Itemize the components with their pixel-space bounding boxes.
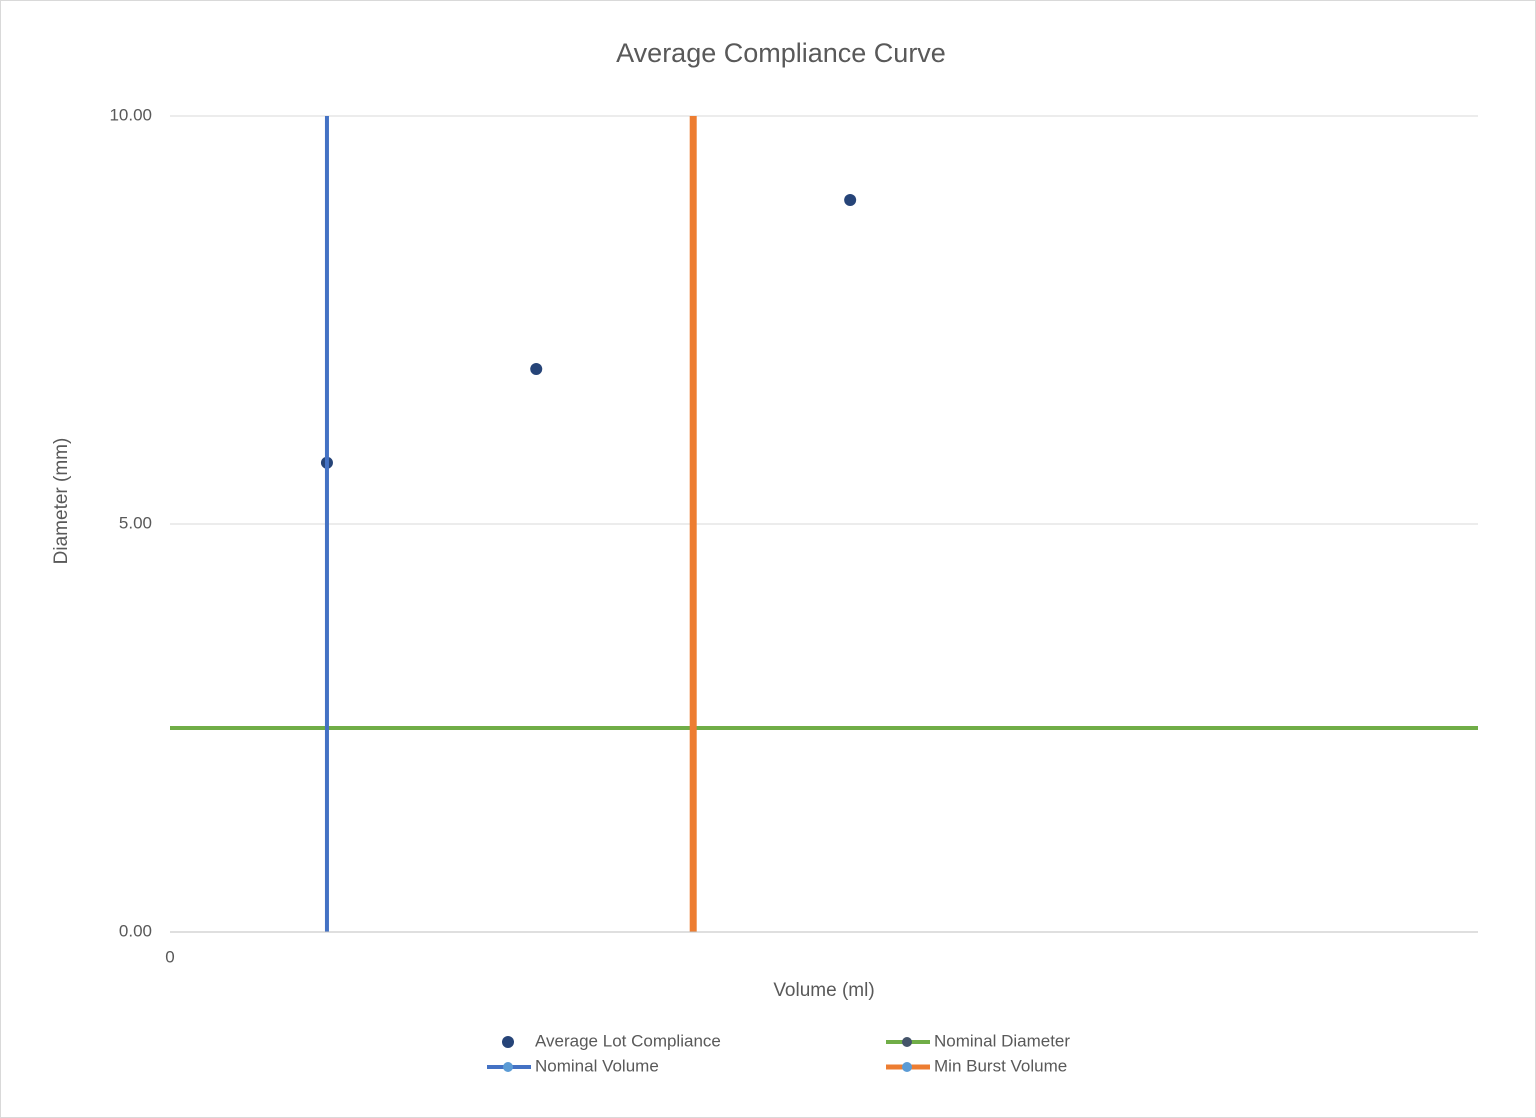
legend-label: Nominal Volume bbox=[535, 1056, 659, 1075]
chart-title: Average Compliance Curve bbox=[616, 38, 946, 68]
legend-label: Min Burst Volume bbox=[934, 1056, 1067, 1075]
data-point bbox=[844, 194, 857, 207]
x-tick-label: 0 bbox=[165, 947, 174, 966]
legend-marker bbox=[503, 1062, 513, 1072]
data-point bbox=[530, 362, 543, 375]
y-tick-label: 10.00 bbox=[109, 105, 152, 124]
legend-label: Average Lot Compliance bbox=[535, 1031, 721, 1050]
x-axis-label: Volume (ml) bbox=[773, 980, 874, 1001]
legend-marker bbox=[902, 1037, 912, 1047]
legend-marker bbox=[902, 1062, 912, 1072]
y-axis-label: Diameter (mm) bbox=[51, 438, 72, 565]
y-tick-label: 0.00 bbox=[119, 921, 152, 940]
y-tick-label: 5.00 bbox=[119, 513, 152, 532]
legend-marker bbox=[502, 1036, 514, 1048]
legend-label: Nominal Diameter bbox=[934, 1031, 1070, 1050]
